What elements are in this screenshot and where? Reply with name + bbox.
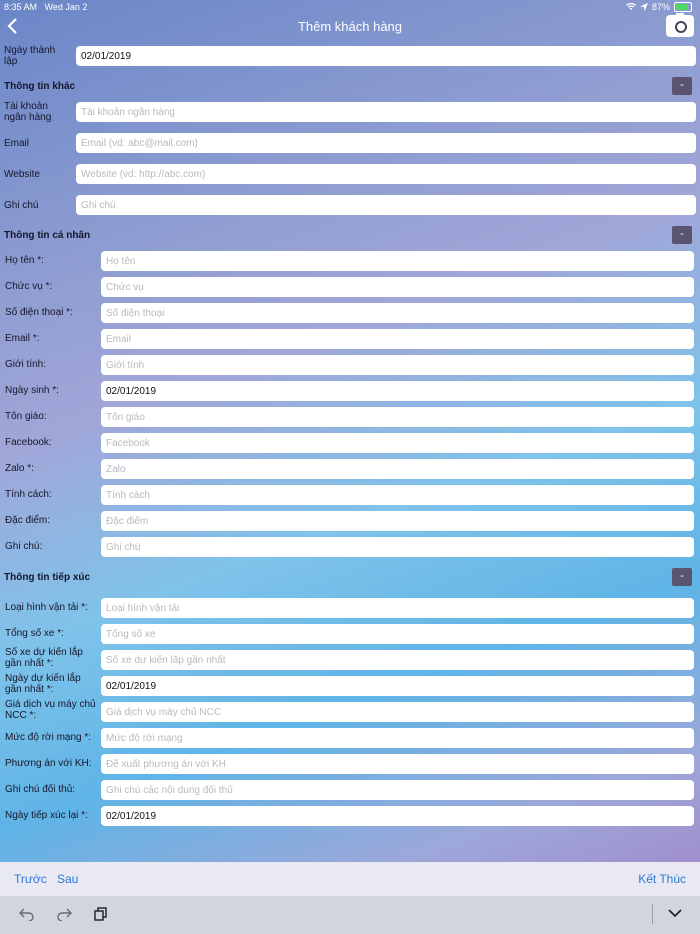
loai-hinh-van-tai-label: Loại hình vận tải *:: [5, 602, 88, 613]
dac-diem-field[interactable]: [101, 511, 694, 531]
zalo-field[interactable]: [101, 459, 694, 479]
undo-icon[interactable]: [19, 907, 35, 921]
ngay-tiep-xuc-lai-label: Ngày tiếp xúc lại *:: [5, 810, 88, 821]
redo-icon[interactable]: [56, 907, 72, 921]
keyboard-dismiss-icon[interactable]: [668, 909, 682, 918]
loai-hinh-van-tai-field[interactable]: [101, 598, 694, 618]
founding-date-label: Ngày thành lập: [4, 45, 56, 67]
website-label: Website: [4, 169, 40, 180]
status-bar: 8:35 AM Wed Jan 2 87%: [0, 0, 700, 13]
tong-so-xe-label: Tổng số xe *:: [5, 628, 64, 639]
founding-date-field[interactable]: [76, 46, 696, 66]
battery-icon: [674, 2, 692, 12]
gioi-tinh-label: Giới tính:: [5, 359, 47, 370]
page-title: Thêm khách hàng: [297, 19, 403, 34]
ngay-du-kien-lap-gan-nhat-label: Ngày dự kiến lắp gần nhất *:: [5, 673, 81, 695]
finish-button[interactable]: Kết Thúc: [638, 872, 686, 886]
tinh-cach-field[interactable]: [101, 485, 694, 505]
toolbar-separator: [652, 904, 653, 924]
facebook-label: Facebook:: [5, 437, 52, 448]
bank-account-label: Tài khoản ngân hàng: [4, 101, 52, 123]
ghi-chu-field[interactable]: [101, 537, 694, 557]
facebook-field[interactable]: [101, 433, 694, 453]
dac-diem-label: Đặc điểm:: [5, 515, 51, 526]
chuc-vu-label: Chức vụ *:: [5, 281, 53, 292]
ngay-tiep-xuc-lai-field[interactable]: [101, 806, 694, 826]
previous-button[interactable]: Trước: [14, 872, 47, 886]
ho-ten-label: Họ tên *:: [5, 255, 44, 266]
muc-do-roi-mang-label: Mức độ rời mạng *:: [5, 732, 92, 743]
form-content: Ngày thành lập Thông tin khác - Tài khoả…: [0, 41, 700, 862]
ghi-chu-doi-thu-label: Ghi chú đối thủ:: [5, 784, 76, 795]
email-label: Email *:: [5, 333, 40, 344]
status-date: Wed Jan 2: [44, 2, 88, 12]
bank-account-field[interactable]: [76, 102, 696, 122]
battery-percent: 87%: [651, 2, 670, 12]
section-personal-collapse-button[interactable]: -: [672, 226, 692, 244]
zalo-label: Zalo *:: [5, 463, 34, 474]
wifi-icon: [625, 3, 636, 10]
navigation-bar: Thêm khách hàng: [0, 13, 700, 41]
ngay-du-kien-lap-gan-nhat-field[interactable]: [101, 676, 694, 696]
chuc-vu-field[interactable]: [101, 277, 694, 297]
so-dien-thoai-field[interactable]: [101, 303, 694, 323]
tong-so-xe-field[interactable]: [101, 624, 694, 644]
paste-icon[interactable]: [94, 907, 108, 921]
next-button[interactable]: Sau: [57, 872, 79, 886]
phuong-an-voi-kh-field[interactable]: [101, 754, 694, 774]
form-toolbar: Trước Sau Kết Thúc: [0, 862, 700, 896]
section-other-title: Thông tin khác: [4, 81, 76, 92]
back-icon[interactable]: [6, 17, 20, 35]
so-xe-du-kien-lap-gan-nhat-field[interactable]: [101, 650, 694, 670]
section-contact-collapse-button[interactable]: -: [672, 568, 692, 586]
phuong-an-voi-kh-label: Phương án với KH:: [5, 758, 92, 769]
so-xe-du-kien-lap-gan-nhat-label: Số xe dự kiến lắp gần nhất *:: [5, 647, 83, 669]
gia-dich-vu-may-chu-ncc-label: Giá dịch vụ máy chủ NCC *:: [5, 699, 96, 721]
ghi-chu-doi-thu-field[interactable]: [101, 780, 694, 800]
email-label: Email: [4, 138, 30, 149]
ngay-sinh-label: Ngày sinh *:: [5, 385, 59, 396]
muc-do-roi-mang-field[interactable]: [101, 728, 694, 748]
ton-giao-field[interactable]: [101, 407, 694, 427]
website-field[interactable]: [76, 164, 696, 184]
so-dien-thoai-label: Số điện thoại *:: [5, 307, 73, 318]
email-field[interactable]: [76, 133, 696, 153]
note-label: Ghi chú: [4, 200, 39, 211]
ghi-chu-label: Ghi chú:: [5, 541, 43, 552]
tinh-cach-label: Tính cách:: [5, 489, 52, 500]
ho-ten-field[interactable]: [101, 251, 694, 271]
location-icon: [639, 3, 648, 11]
section-personal-title: Thông tin cá nhân: [4, 230, 91, 241]
camera-icon[interactable]: [666, 13, 694, 37]
status-time: 8:35 AM: [4, 2, 38, 12]
section-other-collapse-button[interactable]: -: [672, 77, 692, 95]
gia-dich-vu-may-chu-ncc-field[interactable]: [101, 702, 694, 722]
ngay-sinh-field[interactable]: [101, 381, 694, 401]
ton-giao-label: Tôn giáo:: [5, 411, 47, 422]
section-contact-title: Thông tin tiếp xúc: [4, 572, 91, 583]
email-field[interactable]: [101, 329, 694, 349]
note-field[interactable]: [76, 195, 696, 215]
keyboard-shortcut-bar: [0, 896, 700, 934]
gioi-tinh-field[interactable]: [101, 355, 694, 375]
